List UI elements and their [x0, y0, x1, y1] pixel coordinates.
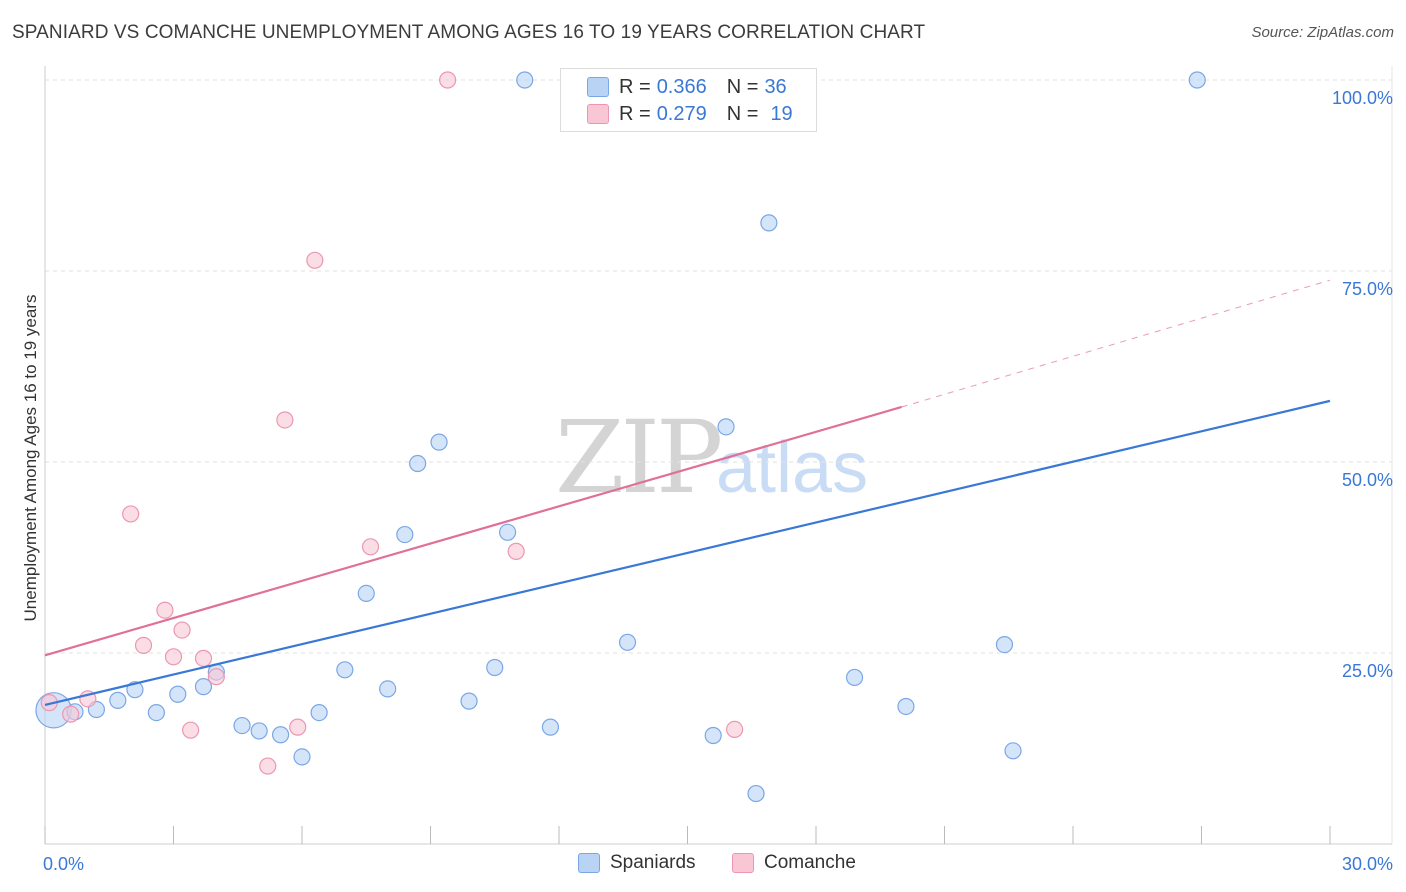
spaniards-point: [336, 661, 354, 679]
y-tick-label: 50.0%: [1342, 470, 1393, 490]
x-tick-label: 30.0%: [1342, 854, 1393, 874]
spaniards-point: [250, 722, 268, 740]
spaniards-point: [717, 418, 735, 436]
spaniards-point: [109, 691, 127, 709]
comanche-point: [122, 505, 140, 523]
spaniards-point: [271, 726, 290, 744]
legend-swatch-comanche: [587, 104, 609, 124]
spaniards-point: [760, 214, 778, 232]
legend-n-label: N =: [726, 102, 759, 125]
comanche-point: [182, 721, 200, 739]
spaniards-point: [845, 668, 864, 687]
bottom-legend-label-spaniards: Spaniards: [610, 852, 696, 873]
bottom-legend-swatch-comanche: [732, 853, 754, 873]
spaniards-point: [460, 692, 478, 710]
legend-swatch-spaniards: [587, 77, 609, 97]
chart-title: SPANIARD VS COMANCHE UNEMPLOYMENT AMONG …: [12, 22, 926, 43]
comanche-point: [62, 705, 80, 723]
y-tick-label: 75.0%: [1342, 279, 1393, 299]
spaniards-point: [499, 523, 517, 541]
spaniards-point: [147, 703, 165, 722]
spaniards-point: [310, 703, 328, 722]
spaniards-point: [747, 784, 765, 803]
watermark-zip: ZIP: [555, 399, 720, 516]
spaniards-point: [897, 697, 915, 716]
spaniards-point: [516, 71, 534, 89]
comanche-point: [507, 542, 525, 560]
legend-row-spaniards: R = 0.366 N = 36: [587, 75, 787, 99]
comanche-point: [194, 649, 213, 667]
spaniards-point: [293, 748, 311, 766]
legend-r-value: 0.279: [656, 102, 707, 125]
comanche-point: [361, 538, 380, 556]
legend-r-label: R =: [619, 102, 651, 125]
spaniards-point: [541, 718, 560, 736]
comanche-trend-line: [44, 405, 902, 657]
spaniards-point: [194, 678, 213, 696]
spaniards-point: [233, 716, 251, 735]
comanche-point: [164, 648, 183, 666]
spaniards-point: [169, 685, 187, 703]
spaniards-point: [379, 680, 397, 698]
bottom-legend-comanche: Comanche: [732, 852, 856, 874]
spaniards-point: [618, 633, 637, 651]
bottom-legend-swatch-spaniards: [578, 853, 600, 873]
legend-r-label: R =: [619, 75, 651, 98]
y-tick-label: 100.0%: [1332, 88, 1393, 108]
spaniards-point: [486, 658, 504, 677]
comanche-point: [207, 668, 225, 686]
spaniards-trend-line: [44, 399, 1331, 707]
legend-n-label: N =: [726, 75, 759, 98]
bottom-legend-label-comanche: Comanche: [764, 852, 856, 873]
watermark-atlas: atlas: [716, 428, 868, 508]
comanche-point: [276, 411, 294, 429]
comanche-point: [289, 718, 307, 736]
bottom-legend-spaniards: Spaniards: [578, 852, 696, 874]
comanche-point: [259, 757, 277, 775]
legend-row-comanche: R = 0.279 N = 19: [587, 102, 793, 126]
comanche-trend-extension: [901, 279, 1331, 408]
y-axis-title: Unemployment Among Ages 16 to 19 years: [21, 295, 40, 622]
comanche-point: [306, 251, 324, 269]
legend-n-value: 36: [764, 75, 787, 98]
spaniards-point: [995, 635, 1014, 654]
comanche-point: [439, 71, 457, 89]
x-tick-label: 0.0%: [43, 854, 84, 874]
comanche-point: [134, 636, 153, 654]
legend-r-value: 0.366: [656, 75, 707, 98]
spaniards-point: [396, 525, 414, 544]
spaniards-point: [704, 726, 722, 745]
y-tick-label: 25.0%: [1342, 661, 1393, 681]
spaniards-point: [409, 454, 427, 473]
comanche-point: [156, 601, 174, 619]
spaniards-point: [357, 584, 375, 603]
spaniards-point: [430, 433, 448, 451]
comanche-point: [173, 621, 191, 639]
spaniards-point: [1004, 742, 1022, 760]
spaniards-point: [1188, 71, 1206, 89]
comanche-point: [726, 720, 744, 739]
chart-source: Source: ZipAtlas.com: [1251, 24, 1394, 41]
correlation-legend: R = 0.366 N = 36 R = 0.279 N = 19: [560, 68, 817, 132]
legend-n-value: 19: [770, 102, 793, 125]
